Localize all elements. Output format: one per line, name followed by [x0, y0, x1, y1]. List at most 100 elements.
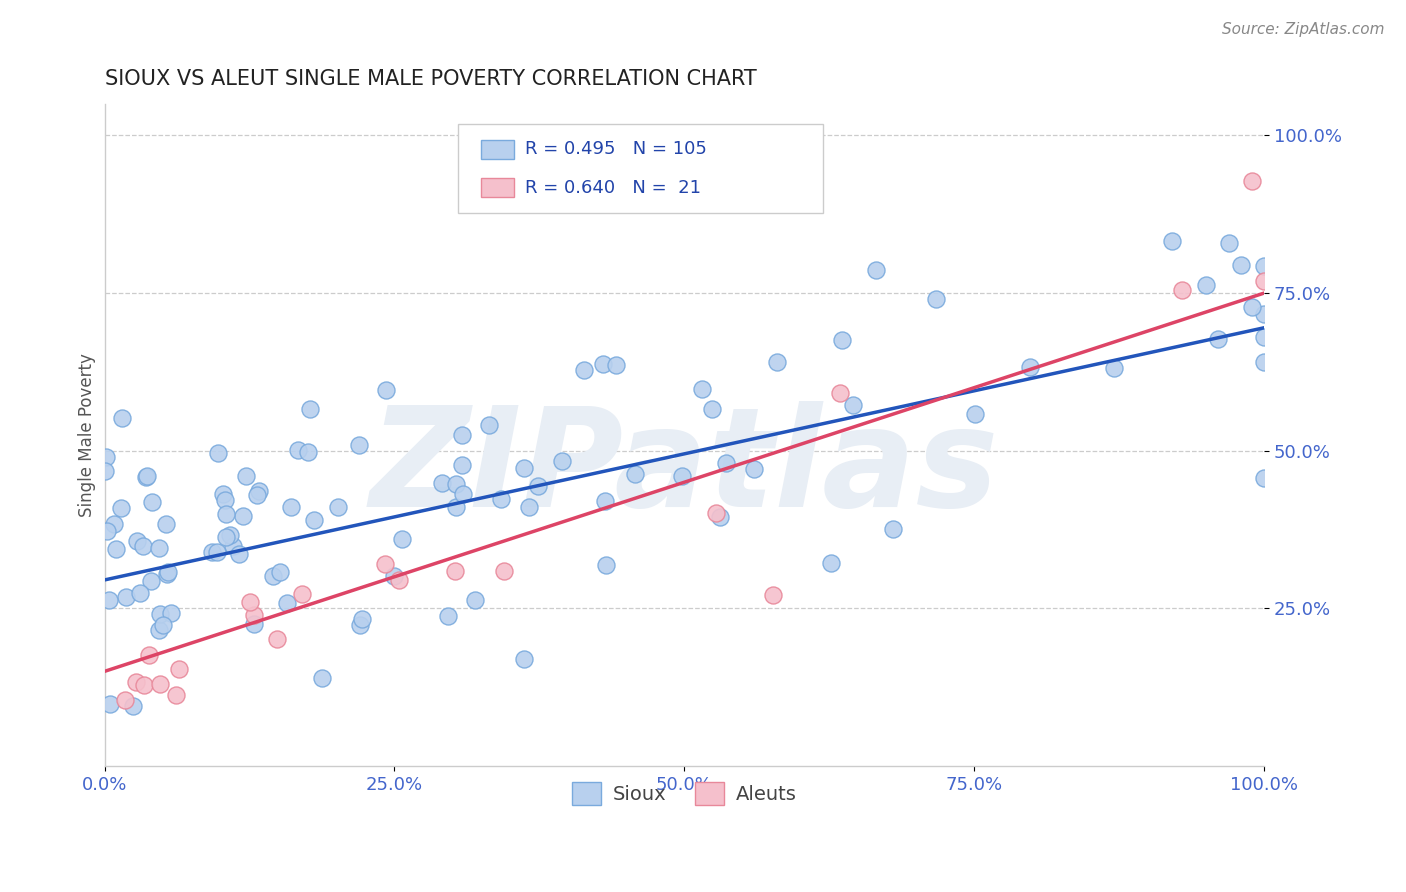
Point	[828, 385, 851, 400]
Point	[148, 541, 170, 555]
Point	[762, 588, 785, 602]
Point	[111, 411, 134, 425]
Point	[766, 355, 789, 369]
Point	[141, 495, 163, 509]
Point	[110, 501, 132, 516]
Point	[1253, 307, 1275, 321]
Point	[266, 632, 288, 646]
Point	[156, 566, 179, 580]
Point	[135, 469, 157, 483]
Point	[139, 574, 162, 588]
Point	[593, 494, 616, 508]
Point	[152, 617, 174, 632]
Point	[222, 539, 245, 553]
Point	[311, 671, 333, 685]
FancyBboxPatch shape	[481, 139, 515, 160]
Point	[450, 427, 472, 442]
Point	[215, 530, 238, 544]
Point	[375, 383, 398, 397]
Point	[235, 468, 257, 483]
Point	[550, 454, 572, 468]
Point	[1253, 471, 1275, 485]
Point	[128, 586, 150, 600]
Point	[297, 445, 319, 459]
Point	[513, 460, 536, 475]
Point	[700, 402, 723, 417]
Point	[1171, 283, 1194, 297]
Point	[169, 662, 191, 676]
Text: ZIPatlas: ZIPatlas	[370, 401, 1000, 535]
Point	[925, 292, 948, 306]
Point	[103, 516, 125, 531]
Point	[232, 508, 254, 523]
Point	[215, 507, 238, 521]
Point	[1195, 278, 1218, 293]
Point	[963, 408, 986, 422]
Point	[374, 558, 396, 572]
Point	[742, 462, 765, 476]
Point	[820, 556, 842, 570]
Point	[592, 357, 614, 371]
Point	[451, 458, 474, 472]
Point	[122, 699, 145, 714]
Point	[831, 333, 853, 347]
Point	[671, 469, 693, 483]
Point	[156, 567, 179, 582]
Point	[148, 624, 170, 638]
Point	[212, 486, 235, 500]
Point	[1206, 332, 1229, 346]
Point	[704, 506, 727, 520]
Point	[605, 359, 627, 373]
Point	[243, 616, 266, 631]
Text: Source: ZipAtlas.com: Source: ZipAtlas.com	[1222, 22, 1385, 37]
Point	[430, 475, 453, 490]
Point	[1241, 174, 1264, 188]
Point	[1253, 274, 1275, 288]
Point	[517, 500, 540, 515]
Point	[326, 500, 349, 515]
Point	[135, 470, 157, 484]
Point	[382, 568, 405, 582]
Point	[302, 513, 325, 527]
Point	[148, 607, 170, 621]
Point	[132, 540, 155, 554]
Point	[114, 693, 136, 707]
Point	[125, 674, 148, 689]
Point	[287, 442, 309, 457]
Point	[595, 558, 617, 572]
Point	[249, 483, 271, 498]
Point	[388, 573, 411, 587]
Point	[1253, 260, 1275, 274]
Point	[347, 437, 370, 451]
Point	[105, 542, 128, 557]
Point	[132, 677, 155, 691]
Point	[1253, 330, 1275, 344]
Point	[1160, 234, 1182, 248]
Point	[1019, 360, 1042, 375]
Point	[96, 524, 118, 538]
Point	[451, 487, 474, 501]
Text: R = 0.640   N =  21: R = 0.640 N = 21	[526, 178, 702, 196]
Point	[444, 564, 467, 578]
Point	[214, 493, 236, 508]
Point	[527, 479, 550, 493]
Text: R = 0.495   N = 105: R = 0.495 N = 105	[526, 140, 707, 159]
FancyBboxPatch shape	[481, 178, 515, 197]
Point	[138, 648, 160, 663]
Point	[269, 565, 291, 579]
Point	[96, 450, 118, 464]
Point	[350, 612, 373, 626]
Point	[690, 382, 713, 396]
Text: SIOUX VS ALEUT SINGLE MALE POVERTY CORRELATION CHART: SIOUX VS ALEUT SINGLE MALE POVERTY CORRE…	[104, 69, 756, 88]
Point	[155, 516, 177, 531]
Point	[165, 688, 187, 702]
Point	[205, 545, 228, 559]
Point	[478, 417, 501, 432]
Point	[207, 446, 229, 460]
Point	[219, 527, 242, 541]
Point	[1230, 258, 1253, 272]
Point	[98, 698, 121, 712]
Point	[446, 500, 468, 514]
Point	[489, 491, 512, 506]
Point	[444, 477, 467, 491]
